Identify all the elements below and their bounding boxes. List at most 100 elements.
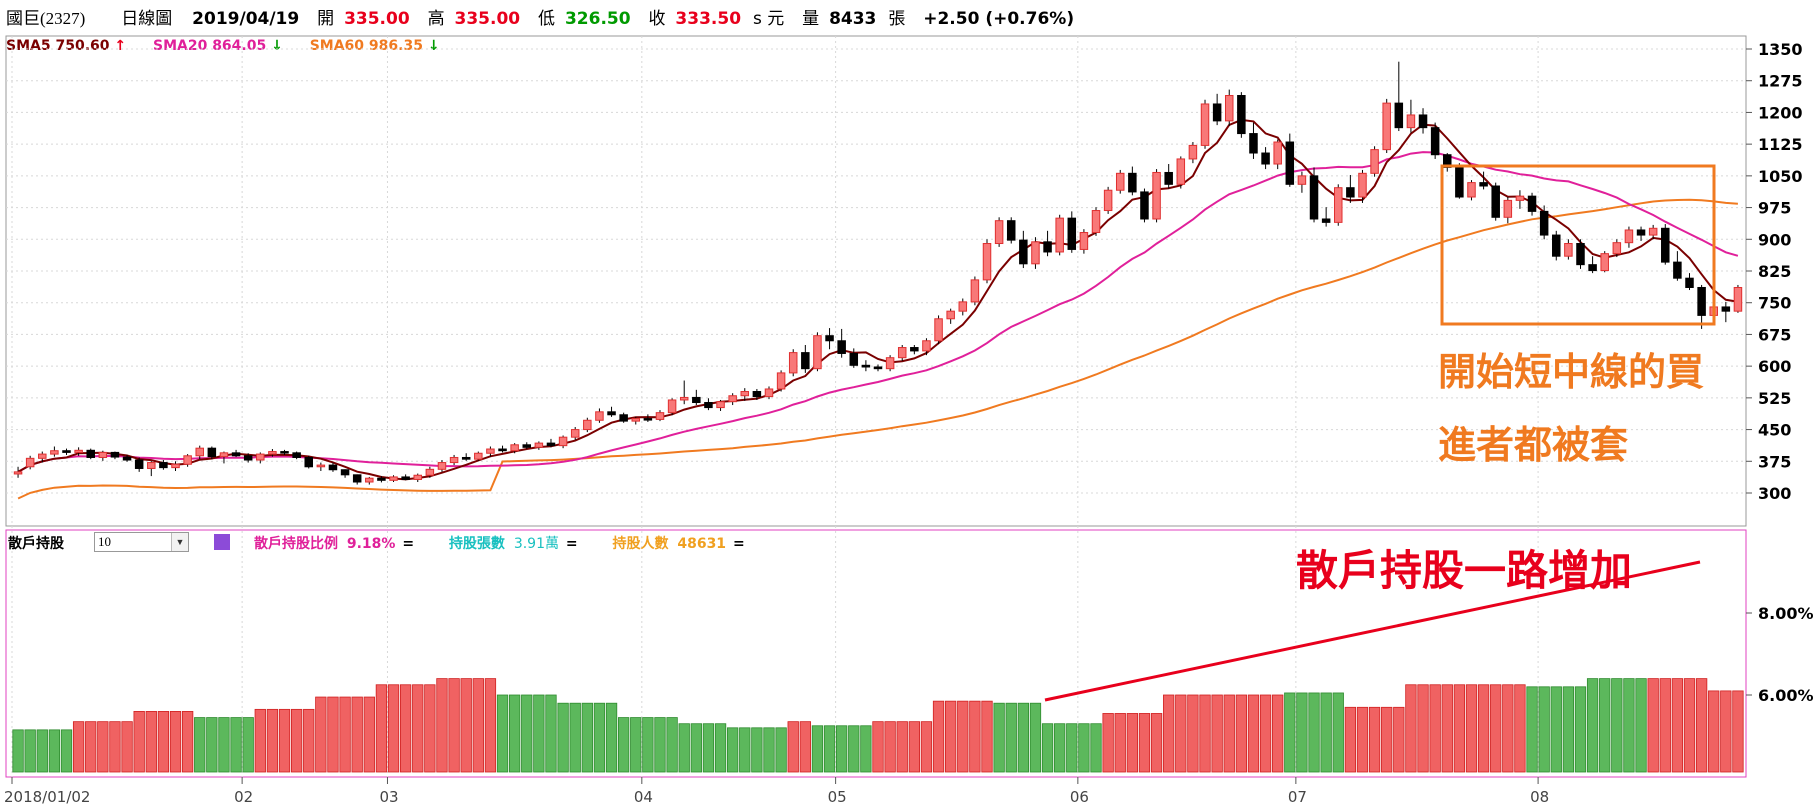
holding-level-select[interactable]: 10 ▼ — [94, 532, 189, 552]
candle — [98, 451, 108, 458]
holding-bar — [230, 717, 242, 773]
select-value: 10 — [98, 534, 111, 549]
candle — [256, 453, 265, 461]
holding-bar — [1695, 678, 1708, 773]
candle — [1382, 102, 1391, 151]
holding-bar — [1574, 686, 1587, 773]
down-arrow-icon: ↓ — [428, 38, 440, 54]
candle — [1661, 227, 1670, 263]
candle — [1285, 141, 1295, 185]
holding-bar — [836, 725, 848, 773]
y-tick-label: 750 — [1758, 294, 1791, 313]
shares-label: 持股張數 — [449, 535, 505, 552]
candle — [1552, 234, 1561, 257]
candle — [837, 340, 846, 354]
holding-bar — [60, 729, 73, 773]
unit: s 元 — [753, 9, 784, 29]
candle — [922, 340, 931, 352]
holding-bar — [399, 684, 412, 773]
y-tick-label: 1125 — [1758, 135, 1803, 154]
candle — [607, 411, 616, 416]
candle — [752, 391, 762, 398]
candle — [1394, 102, 1404, 129]
holding-bar — [97, 721, 109, 773]
candle — [1503, 199, 1513, 218]
holding-bar — [823, 725, 836, 773]
holding-bar — [1562, 686, 1575, 773]
holding-bar — [1635, 678, 1647, 773]
candle — [413, 474, 423, 480]
candle — [570, 429, 580, 438]
holding-bar — [1490, 684, 1502, 773]
candle — [1055, 217, 1064, 253]
candle — [328, 464, 338, 471]
holding-bar — [775, 727, 787, 773]
candle — [1685, 277, 1694, 288]
candle — [1491, 185, 1500, 218]
holding-bar — [448, 678, 460, 773]
candle — [1188, 144, 1198, 160]
holding-bar — [1066, 723, 1078, 773]
highlight-box — [1440, 164, 1716, 326]
price-panel-frame — [5, 35, 1747, 527]
holding-bar — [957, 700, 969, 773]
holding-bar — [169, 711, 182, 773]
candle — [801, 352, 810, 370]
holding-bar — [860, 725, 872, 773]
sma-legend: SMA5 750.60 ↑ SMA20 864.05 ↓ SMA60 986.3… — [6, 38, 440, 54]
holding-bar — [157, 711, 170, 773]
holding-bar — [1465, 684, 1478, 773]
sma20-label: SMA20 864.05 — [153, 38, 266, 54]
holding-bar — [896, 721, 908, 773]
candle — [1176, 158, 1186, 185]
candle — [522, 444, 532, 448]
chart-kind: 日線圖 — [121, 9, 172, 29]
candle — [1128, 172, 1137, 193]
y-tick-label: 975 — [1758, 199, 1791, 218]
volume-label: 量 — [802, 9, 819, 29]
candle — [1249, 133, 1258, 154]
holding-bar — [1356, 706, 1369, 773]
holding-bar — [945, 700, 957, 773]
chevron-down-icon[interactable]: ▼ — [171, 533, 188, 551]
candle — [667, 399, 677, 414]
holding-bar — [533, 694, 545, 773]
high-label: 高 — [428, 9, 445, 29]
eq-sign: = — [566, 536, 578, 552]
candle — [510, 444, 519, 452]
holding-bar — [242, 717, 254, 773]
candle — [110, 451, 120, 458]
holding-bar — [690, 723, 702, 773]
candle — [1636, 229, 1646, 236]
y-tick-label: 300 — [1758, 484, 1791, 503]
holding-bar — [1126, 713, 1139, 773]
holding-bar — [121, 721, 133, 773]
holding-bar — [666, 717, 678, 773]
holding-bar — [472, 678, 484, 773]
x-tick-label: 02 — [234, 788, 253, 806]
list-icon[interactable] — [214, 534, 230, 550]
candle — [1212, 103, 1222, 122]
box-annotation-line2: 進者都被套 — [1438, 423, 1628, 467]
holding-bar — [1599, 678, 1611, 773]
candle — [1673, 261, 1682, 279]
holding-bar — [1138, 713, 1151, 773]
candle — [1430, 127, 1440, 156]
holding-bar — [1247, 694, 1260, 773]
x-tick-label: 06 — [1070, 788, 1089, 806]
y-tick-label: 825 — [1758, 262, 1791, 281]
holding-bar — [496, 694, 509, 773]
box-annotation-line1: 開始短中線的買 — [1438, 350, 1704, 394]
candle — [1261, 152, 1270, 165]
holding-bar — [1078, 723, 1090, 773]
holding-bar — [1114, 713, 1126, 773]
candle — [546, 442, 556, 447]
y-tick-label: 375 — [1758, 452, 1791, 471]
candle — [1273, 141, 1282, 165]
holding-bar — [1429, 684, 1441, 773]
holding-bar — [460, 678, 472, 773]
holding-bar — [1054, 723, 1066, 773]
y2-tick-label: 6.00% — [1758, 686, 1814, 705]
holding-bar — [327, 696, 339, 773]
